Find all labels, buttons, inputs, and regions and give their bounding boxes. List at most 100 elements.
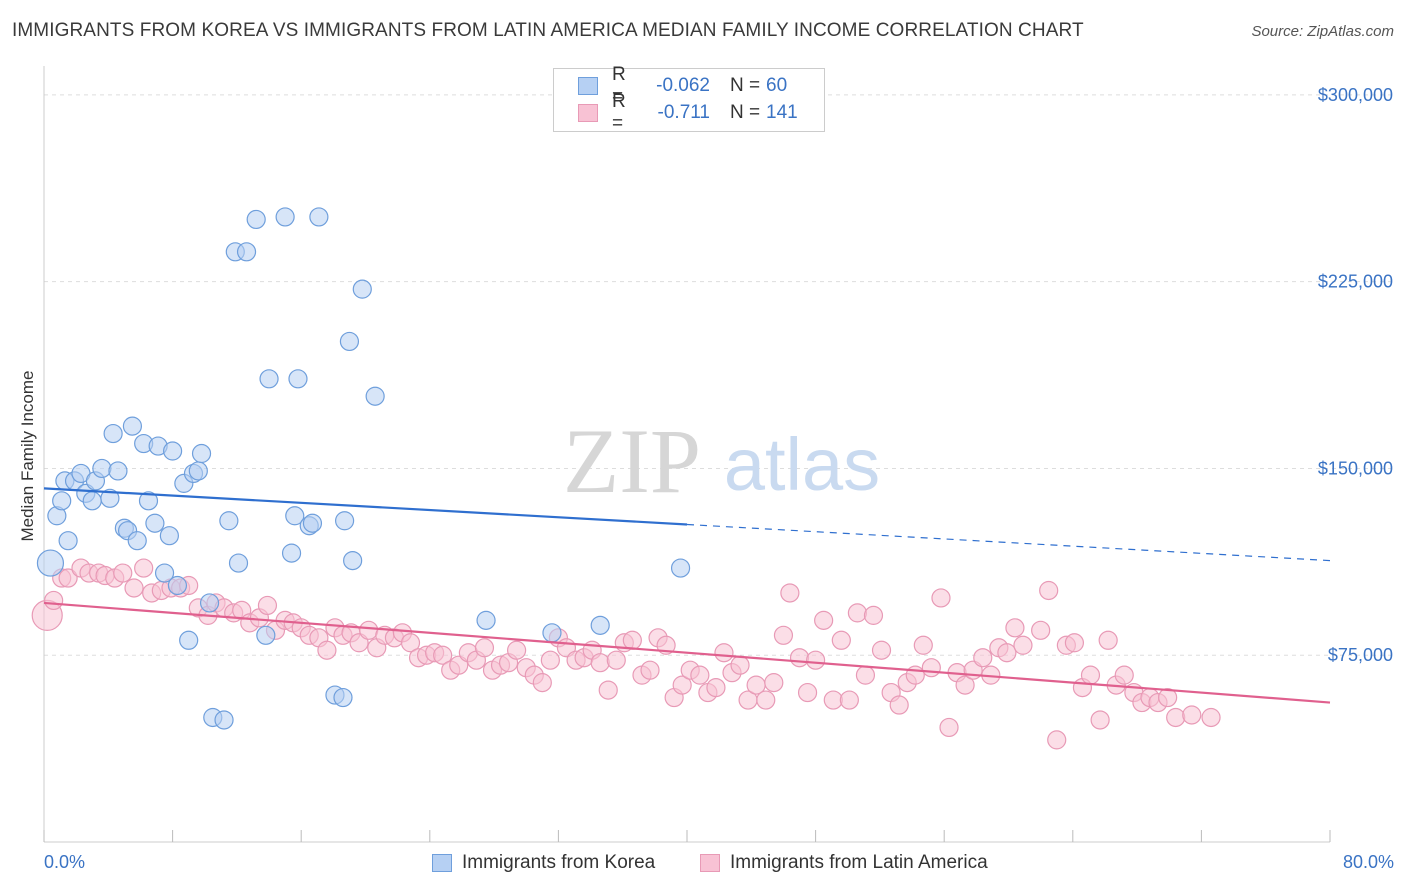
latam-point bbox=[730, 655, 750, 675]
trend-lines bbox=[43, 487, 1331, 704]
watermark-zip: ZIP bbox=[563, 410, 701, 512]
latam-point bbox=[474, 638, 495, 658]
korea-point bbox=[145, 513, 165, 533]
korea-point bbox=[108, 461, 128, 481]
latam-point bbox=[1064, 633, 1085, 653]
latam-point bbox=[507, 640, 527, 660]
latam-point bbox=[317, 640, 337, 660]
korea-point bbox=[309, 207, 329, 227]
stats-legend: R = -0.062 N = 60 R = -0.711 N = 141 bbox=[553, 64, 825, 134]
korea-trend-extension bbox=[686, 523, 1331, 562]
latam-point bbox=[1047, 730, 1067, 750]
korea-point bbox=[127, 531, 147, 551]
latam-point bbox=[433, 645, 453, 665]
korea-point bbox=[246, 209, 266, 230]
latam-point bbox=[921, 658, 941, 678]
latam-point bbox=[889, 695, 909, 715]
legend-r-value: -0.062 bbox=[656, 75, 710, 96]
latam-point bbox=[1098, 630, 1118, 650]
legend-n-label: N = bbox=[730, 75, 761, 96]
latam-point bbox=[780, 583, 800, 603]
korea-point bbox=[122, 416, 143, 436]
y-tick-label: $75,000 bbox=[1328, 645, 1393, 665]
korea-point bbox=[163, 441, 183, 461]
latam-point bbox=[863, 605, 884, 625]
chart-source: Source: ZipAtlas.com bbox=[1251, 23, 1394, 40]
korea-point bbox=[179, 630, 199, 650]
latam-point bbox=[706, 677, 726, 698]
korea-point bbox=[167, 575, 188, 596]
latam-point bbox=[973, 648, 993, 668]
latam-point bbox=[773, 625, 794, 645]
latam-point bbox=[847, 603, 867, 623]
korea-point bbox=[670, 558, 691, 578]
latam-point bbox=[359, 620, 379, 640]
latam-point bbox=[789, 648, 810, 668]
latam-point bbox=[931, 588, 951, 608]
korea-points bbox=[36, 207, 691, 730]
latam-point bbox=[690, 665, 710, 685]
x-axis-min-label: 0.0% bbox=[44, 852, 86, 872]
korea-point bbox=[281, 543, 302, 563]
latam-point bbox=[939, 717, 959, 738]
korea-point bbox=[228, 553, 249, 573]
latam-point bbox=[855, 665, 876, 685]
latam-point bbox=[814, 610, 834, 630]
korea-point bbox=[52, 491, 72, 511]
latam-point bbox=[997, 643, 1017, 663]
x-axis-max-label: 80.0% bbox=[1342, 852, 1394, 872]
axes bbox=[43, 66, 1331, 843]
korea-point bbox=[590, 615, 610, 635]
latam-point bbox=[955, 675, 975, 695]
latam-point bbox=[58, 568, 78, 588]
korea-legend-label: Immigrants from Korea bbox=[462, 852, 656, 873]
y-tick-label: $150,000 bbox=[1318, 458, 1393, 478]
latam-swatch bbox=[578, 104, 598, 122]
watermark: ZIP atlas bbox=[563, 410, 880, 512]
latam-point bbox=[1166, 707, 1186, 728]
latam-point bbox=[839, 690, 859, 710]
gridlines bbox=[44, 94, 1394, 656]
korea-point bbox=[352, 279, 372, 299]
latam-point bbox=[823, 690, 843, 710]
bottom-legend-korea: Immigrants from Korea bbox=[432, 852, 655, 874]
korea-point bbox=[138, 491, 159, 511]
korea-point bbox=[103, 423, 123, 444]
korea-point bbox=[100, 488, 120, 508]
korea-point bbox=[542, 623, 562, 643]
latam-point bbox=[1201, 707, 1221, 728]
latam-point bbox=[606, 650, 626, 670]
korea-point bbox=[36, 549, 65, 577]
legend-n-value: 141 bbox=[766, 102, 798, 123]
korea-point bbox=[219, 511, 239, 531]
latam-point bbox=[1080, 665, 1101, 685]
latam-point bbox=[1090, 710, 1110, 730]
korea-point bbox=[476, 610, 496, 630]
latam-point bbox=[622, 630, 642, 650]
latam-point bbox=[124, 578, 144, 598]
korea-trend-line bbox=[43, 487, 688, 526]
korea-point bbox=[159, 526, 179, 546]
korea-point bbox=[154, 563, 175, 583]
latam-point bbox=[134, 558, 154, 578]
y-tick-label: $300,000 bbox=[1318, 85, 1393, 105]
latam-point bbox=[1005, 618, 1025, 638]
legend-r-value: -0.711 bbox=[657, 102, 710, 123]
legend-r-label: R = bbox=[612, 64, 626, 107]
watermark-atlas: atlas bbox=[724, 423, 880, 506]
latam-legend-label: Immigrants from Latin America bbox=[730, 852, 988, 873]
korea-point bbox=[236, 242, 257, 262]
korea-point bbox=[343, 550, 363, 571]
latam-point bbox=[590, 653, 610, 673]
korea-point bbox=[188, 461, 208, 481]
latam-point bbox=[598, 680, 618, 700]
korea-legend-swatch bbox=[432, 854, 452, 872]
latam-point bbox=[756, 690, 776, 710]
legend-n-value: 60 bbox=[766, 75, 788, 96]
korea-point bbox=[333, 687, 353, 708]
korea-point bbox=[191, 443, 212, 464]
latam-point bbox=[714, 643, 734, 663]
legend-row-latam: R = -0.711 N = 141 bbox=[578, 91, 798, 134]
korea-point bbox=[335, 511, 355, 531]
